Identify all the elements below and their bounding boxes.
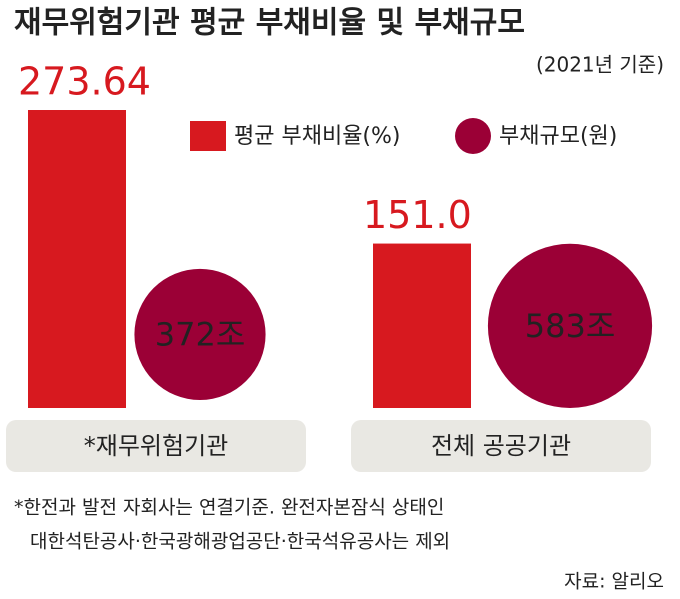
x-tick-label: 전체 공공기관 (431, 432, 571, 460)
source: 자료: 알리오 (564, 571, 664, 593)
data-label: 583조 (525, 307, 616, 345)
x-tick-label: *재무위험기관 (84, 432, 228, 460)
legend-label: 평균 부채비율(%) (234, 124, 401, 149)
legend-label: 부채규모(원) (499, 124, 617, 149)
data-label: 273.64 (18, 60, 151, 104)
chart-subtitle: (2021년 기준) (536, 53, 664, 77)
bar (373, 243, 471, 408)
category-box (6, 420, 306, 472)
bubble (134, 268, 266, 401)
bubble (487, 243, 653, 408)
note: 대한석탄공사·한국광해광업공단·한국석유공사는 제외 (30, 531, 450, 553)
data-label: 372조 (155, 315, 246, 353)
chart-title: 재무위험기관 평균 부채비율 및 부채규모 (14, 6, 525, 41)
category-box (351, 420, 651, 472)
bar (28, 110, 126, 408)
legend-swatch (190, 121, 226, 151)
data-label: 151.0 (363, 193, 472, 237)
note: *한전과 발전 자회사는 연결기준. 완전자본잠식 상태인 (14, 497, 444, 519)
legend-swatch (455, 118, 491, 154)
